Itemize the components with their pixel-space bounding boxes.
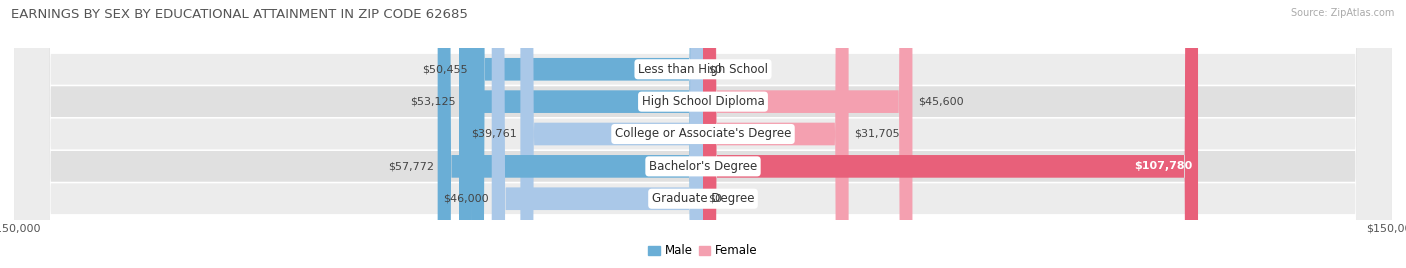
Text: $107,780: $107,780: [1135, 161, 1192, 171]
Legend: Male, Female: Male, Female: [644, 239, 762, 262]
FancyBboxPatch shape: [703, 0, 912, 268]
FancyBboxPatch shape: [14, 0, 1392, 268]
Text: Bachelor's Degree: Bachelor's Degree: [650, 160, 756, 173]
Text: $46,000: $46,000: [443, 194, 488, 204]
FancyBboxPatch shape: [14, 0, 1392, 268]
FancyBboxPatch shape: [703, 0, 1198, 268]
FancyBboxPatch shape: [437, 0, 703, 268]
Text: Less than High School: Less than High School: [638, 63, 768, 76]
FancyBboxPatch shape: [14, 0, 1392, 268]
FancyBboxPatch shape: [458, 0, 703, 268]
Text: $0: $0: [709, 64, 723, 74]
Text: College or Associate's Degree: College or Associate's Degree: [614, 128, 792, 140]
FancyBboxPatch shape: [471, 0, 703, 268]
FancyBboxPatch shape: [703, 0, 849, 268]
FancyBboxPatch shape: [14, 0, 1392, 268]
Text: $45,600: $45,600: [918, 97, 963, 107]
FancyBboxPatch shape: [520, 0, 703, 268]
Text: $0: $0: [709, 194, 723, 204]
Text: $57,772: $57,772: [388, 161, 434, 171]
Text: High School Diploma: High School Diploma: [641, 95, 765, 108]
Text: Graduate Degree: Graduate Degree: [652, 192, 754, 205]
FancyBboxPatch shape: [14, 0, 1392, 268]
Text: $39,761: $39,761: [471, 129, 517, 139]
Text: $53,125: $53,125: [411, 97, 456, 107]
Text: EARNINGS BY SEX BY EDUCATIONAL ATTAINMENT IN ZIP CODE 62685: EARNINGS BY SEX BY EDUCATIONAL ATTAINMEN…: [11, 8, 468, 21]
FancyBboxPatch shape: [492, 0, 703, 268]
Text: Source: ZipAtlas.com: Source: ZipAtlas.com: [1291, 8, 1395, 18]
Text: $50,455: $50,455: [422, 64, 468, 74]
Text: $31,705: $31,705: [853, 129, 900, 139]
